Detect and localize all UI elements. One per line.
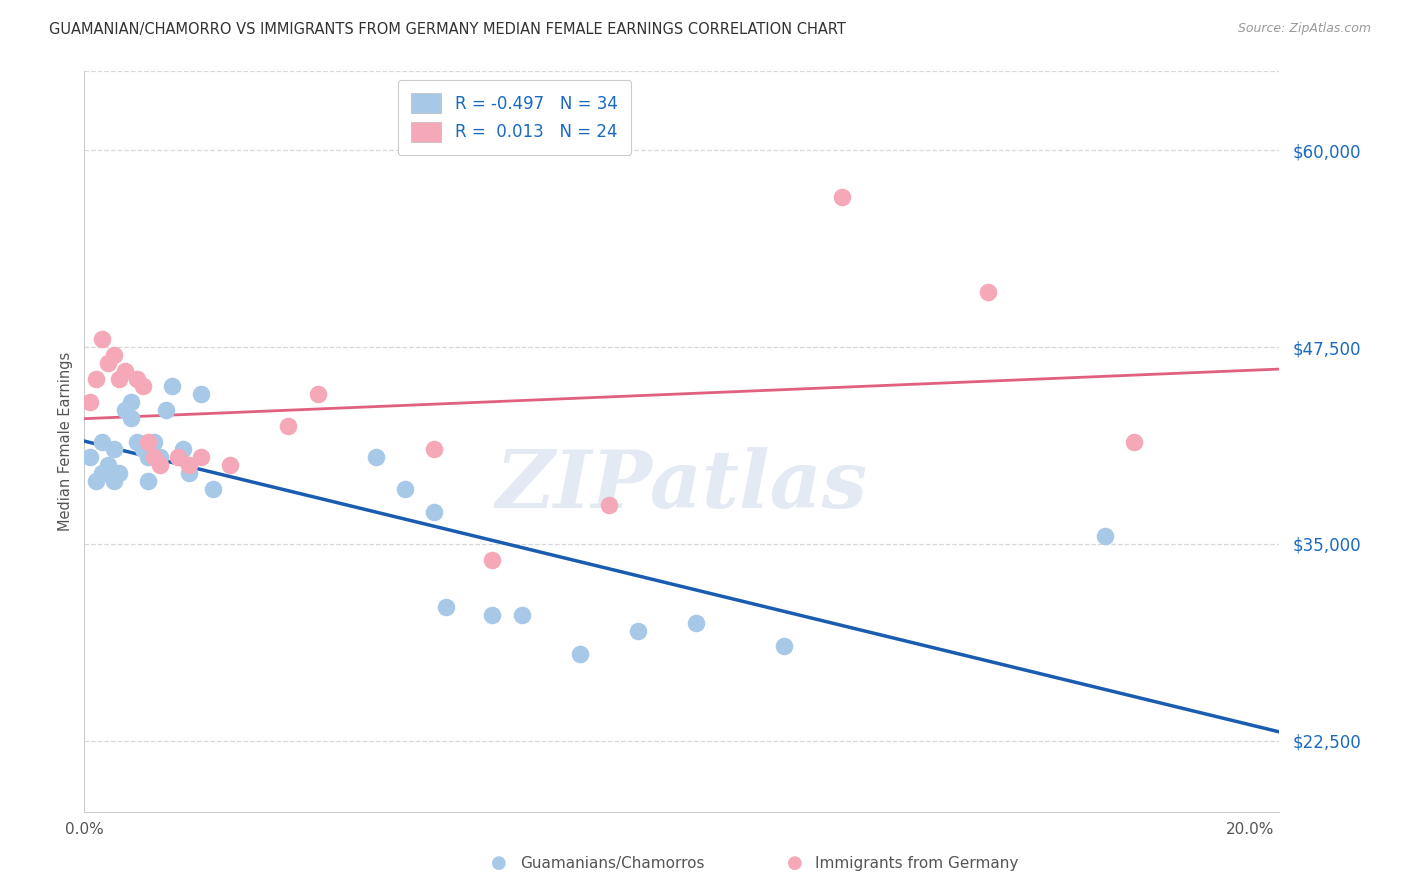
Legend: R = -0.497   N = 34, R =  0.013   N = 24: R = -0.497 N = 34, R = 0.013 N = 24 (398, 79, 631, 155)
Point (97, 356, 120, 370)
Point (114, 403, 136, 417)
Point (149, 458, 172, 472)
Point (103, 442, 125, 457)
Point (179, 458, 201, 472)
Point (79, 395, 101, 409)
Point (138, 474, 160, 488)
Point (84, 371, 107, 385)
Point (831, 190, 853, 204)
Point (114, 364, 136, 378)
Point (201, 482, 224, 496)
Point (219, 458, 242, 472)
Point (166, 450, 188, 465)
Point (120, 411, 142, 425)
Point (423, 505, 446, 519)
Point (143, 434, 166, 449)
Point (131, 379, 153, 393)
Point (97, 458, 120, 472)
Point (423, 442, 446, 457)
Point (149, 450, 172, 465)
Text: Immigrants from Germany: Immigrants from Germany (815, 856, 1019, 871)
Y-axis label: Median Female Earnings: Median Female Earnings (58, 352, 73, 531)
Point (155, 403, 177, 417)
Text: Source: ZipAtlas.com: Source: ZipAtlas.com (1237, 22, 1371, 36)
Point (364, 450, 387, 465)
Point (90, 466, 112, 480)
Text: Guamanians/Chamorros: Guamanians/Chamorros (520, 856, 704, 871)
Point (79, 450, 101, 465)
Point (481, 552, 503, 566)
Text: ZIPatlas: ZIPatlas (496, 447, 868, 524)
Point (131, 442, 153, 457)
Point (190, 387, 212, 401)
Point (103, 474, 125, 488)
Point (307, 387, 329, 401)
Point (1122, 434, 1144, 449)
Point (190, 450, 212, 465)
Point (434, 599, 457, 614)
Point (1094, 529, 1116, 543)
Point (179, 466, 201, 480)
Point (977, 285, 1000, 299)
Point (84, 474, 107, 488)
Text: GUAMANIAN/CHAMORRO VS IMMIGRANTS FROM GERMANY MEDIAN FEMALE EARNINGS CORRELATION: GUAMANIAN/CHAMORRO VS IMMIGRANTS FROM GE… (49, 22, 846, 37)
Point (90, 434, 112, 449)
Point (277, 418, 299, 433)
Point (138, 450, 160, 465)
Point (598, 498, 620, 512)
Text: ●: ● (491, 855, 508, 872)
Point (510, 607, 533, 622)
Point (394, 482, 416, 496)
Point (481, 607, 503, 622)
Text: ●: ● (786, 855, 803, 872)
Point (125, 371, 148, 385)
Point (627, 624, 650, 638)
Point (568, 647, 591, 661)
Point (172, 442, 194, 457)
Point (108, 371, 131, 385)
Point (90, 332, 112, 346)
Point (120, 395, 142, 409)
Point (138, 434, 160, 449)
Point (125, 434, 148, 449)
Point (108, 466, 131, 480)
Point (773, 640, 796, 654)
Point (160, 379, 183, 393)
Point (685, 615, 707, 630)
Point (103, 348, 125, 362)
Point (143, 450, 166, 465)
